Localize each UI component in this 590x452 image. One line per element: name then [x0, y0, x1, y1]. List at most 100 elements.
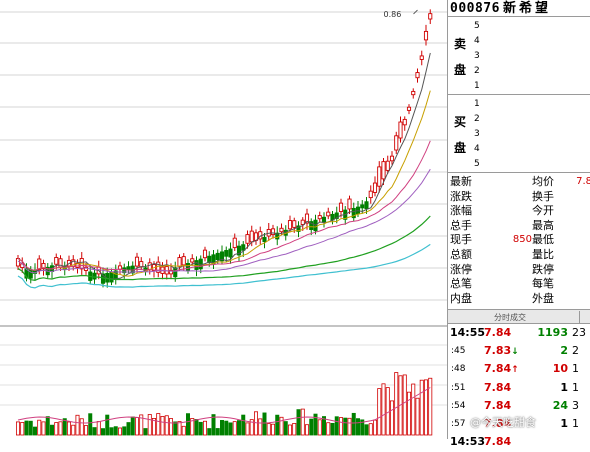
candle: [207, 255, 212, 263]
candle: [177, 257, 182, 267]
trade-price-value: 7.84: [484, 326, 512, 339]
stat-k1: 涨跌: [450, 189, 472, 203]
stat-k2: 最低: [532, 233, 554, 247]
volume-bar: [58, 421, 63, 436]
trades-header-tab[interactable]: [579, 311, 589, 323]
candle: [190, 258, 195, 263]
candle: [139, 261, 144, 268]
volume-bar: [75, 414, 80, 436]
trade-row[interactable]: :48 7.84↑ 10 1: [448, 360, 590, 378]
volume-bar: [368, 423, 373, 436]
stat-k1: 涨停: [450, 262, 472, 276]
volume-bar: [130, 416, 135, 436]
trade-time: :51: [451, 382, 466, 393]
volume-bar: [113, 426, 118, 436]
trade-time: :48: [451, 364, 466, 375]
trade-row[interactable]: 14:53 7.84: [448, 433, 590, 451]
trade-time: :45: [451, 346, 466, 357]
trade-row[interactable]: :45 7.83↓ 2 2: [448, 342, 590, 360]
trade-count: 2: [572, 344, 579, 358]
volume-bar: [411, 383, 416, 436]
volume-bar: [364, 424, 369, 436]
candle: [338, 202, 344, 212]
moving-average-line: [17, 90, 431, 277]
stat-row: 涨停 跌停: [450, 263, 590, 277]
volume-bar: [355, 418, 360, 436]
volume-bar: [258, 418, 263, 436]
candle: [279, 227, 284, 233]
candle: [398, 121, 403, 139]
stat-row: 内盘 外盘: [450, 292, 590, 306]
trade-price: 7.84↑: [484, 360, 528, 379]
trade-price-value: 7.84: [484, 362, 512, 376]
candle: [219, 251, 225, 262]
volume-bar: [423, 379, 428, 436]
candle: [173, 267, 178, 278]
trade-row[interactable]: 14:55 7.84 1193 23: [448, 324, 590, 342]
volume-bar: [62, 418, 67, 436]
stat-k2: 外盘: [532, 291, 554, 305]
volume-bar: [134, 417, 139, 436]
sell-level: 4: [474, 36, 480, 46]
stat-row: 总额 量比: [450, 248, 590, 262]
volume-bar: [118, 427, 123, 436]
trade-row[interactable]: :51 7.84 1 1: [448, 379, 590, 397]
candle: [109, 271, 114, 283]
kline-chart[interactable]: 0.86: [0, 0, 447, 439]
candle: [241, 244, 246, 251]
volume-bar: [224, 420, 229, 436]
trades-header[interactable]: 分时成交: [448, 309, 590, 324]
sell-level: 1: [474, 81, 480, 91]
trade-volume: 1193: [537, 326, 568, 339]
stat-row: 最新 均价 7.8: [450, 175, 590, 189]
stat-k2: 最高: [532, 218, 554, 232]
volume-bar: [185, 413, 190, 436]
candle: [245, 234, 250, 244]
trade-row[interactable]: :57 7.84 1 1: [448, 415, 590, 433]
candle: [232, 237, 237, 249]
volume-bar: [300, 408, 305, 436]
candle: [385, 160, 390, 171]
trade-price: 7.84: [484, 415, 528, 434]
stat-k1: 总笔: [450, 277, 472, 291]
trade-time: 14:55: [450, 326, 486, 339]
volume-bar: [232, 421, 237, 436]
sell-level: 2: [474, 66, 480, 76]
candle: [202, 249, 208, 259]
volume-bar: [202, 420, 207, 436]
stat-k1: 最新: [450, 175, 472, 188]
kline-chart-area[interactable]: 0.86: [0, 0, 447, 439]
volume-bar: [156, 413, 161, 436]
volume-bar: [372, 419, 377, 436]
volume-bar: [33, 426, 38, 436]
trade-volume: 2: [560, 344, 568, 358]
volume-bar: [79, 418, 84, 436]
candle: [377, 166, 382, 187]
trade-volume: 24: [552, 398, 568, 412]
stat-row: 涨跌 换手: [450, 190, 590, 204]
volume-bar: [139, 414, 144, 436]
volume-bar: [37, 419, 42, 436]
volume-bar: [41, 421, 46, 436]
candle: [224, 250, 229, 257]
volume-bar: [283, 421, 288, 436]
buy-level: 4: [474, 144, 480, 154]
stat-k1: 内盘: [450, 291, 472, 305]
volume-bar: [211, 414, 216, 436]
candle: [406, 106, 412, 111]
volume-bar: [177, 421, 182, 436]
stat-v1: 850: [512, 234, 532, 246]
candle: [389, 155, 395, 162]
quote-panel: 000876 新希望 卖 盘 5 4 3 2 1 买 盘 1 2 3 4 5 最新…: [447, 0, 590, 448]
candle: [372, 182, 378, 193]
volume-bar: [71, 424, 76, 436]
volume-bar: [126, 422, 131, 436]
volume-bar: [262, 412, 267, 436]
volume-bar: [20, 422, 25, 436]
volume-bar: [67, 421, 72, 436]
stat-v2: 7.8: [576, 176, 590, 187]
candle: [321, 216, 327, 223]
buy-level: 2: [474, 114, 480, 124]
trade-row[interactable]: :54 7.84 24 3: [448, 397, 590, 415]
stat-k1: 总额: [450, 248, 472, 261]
